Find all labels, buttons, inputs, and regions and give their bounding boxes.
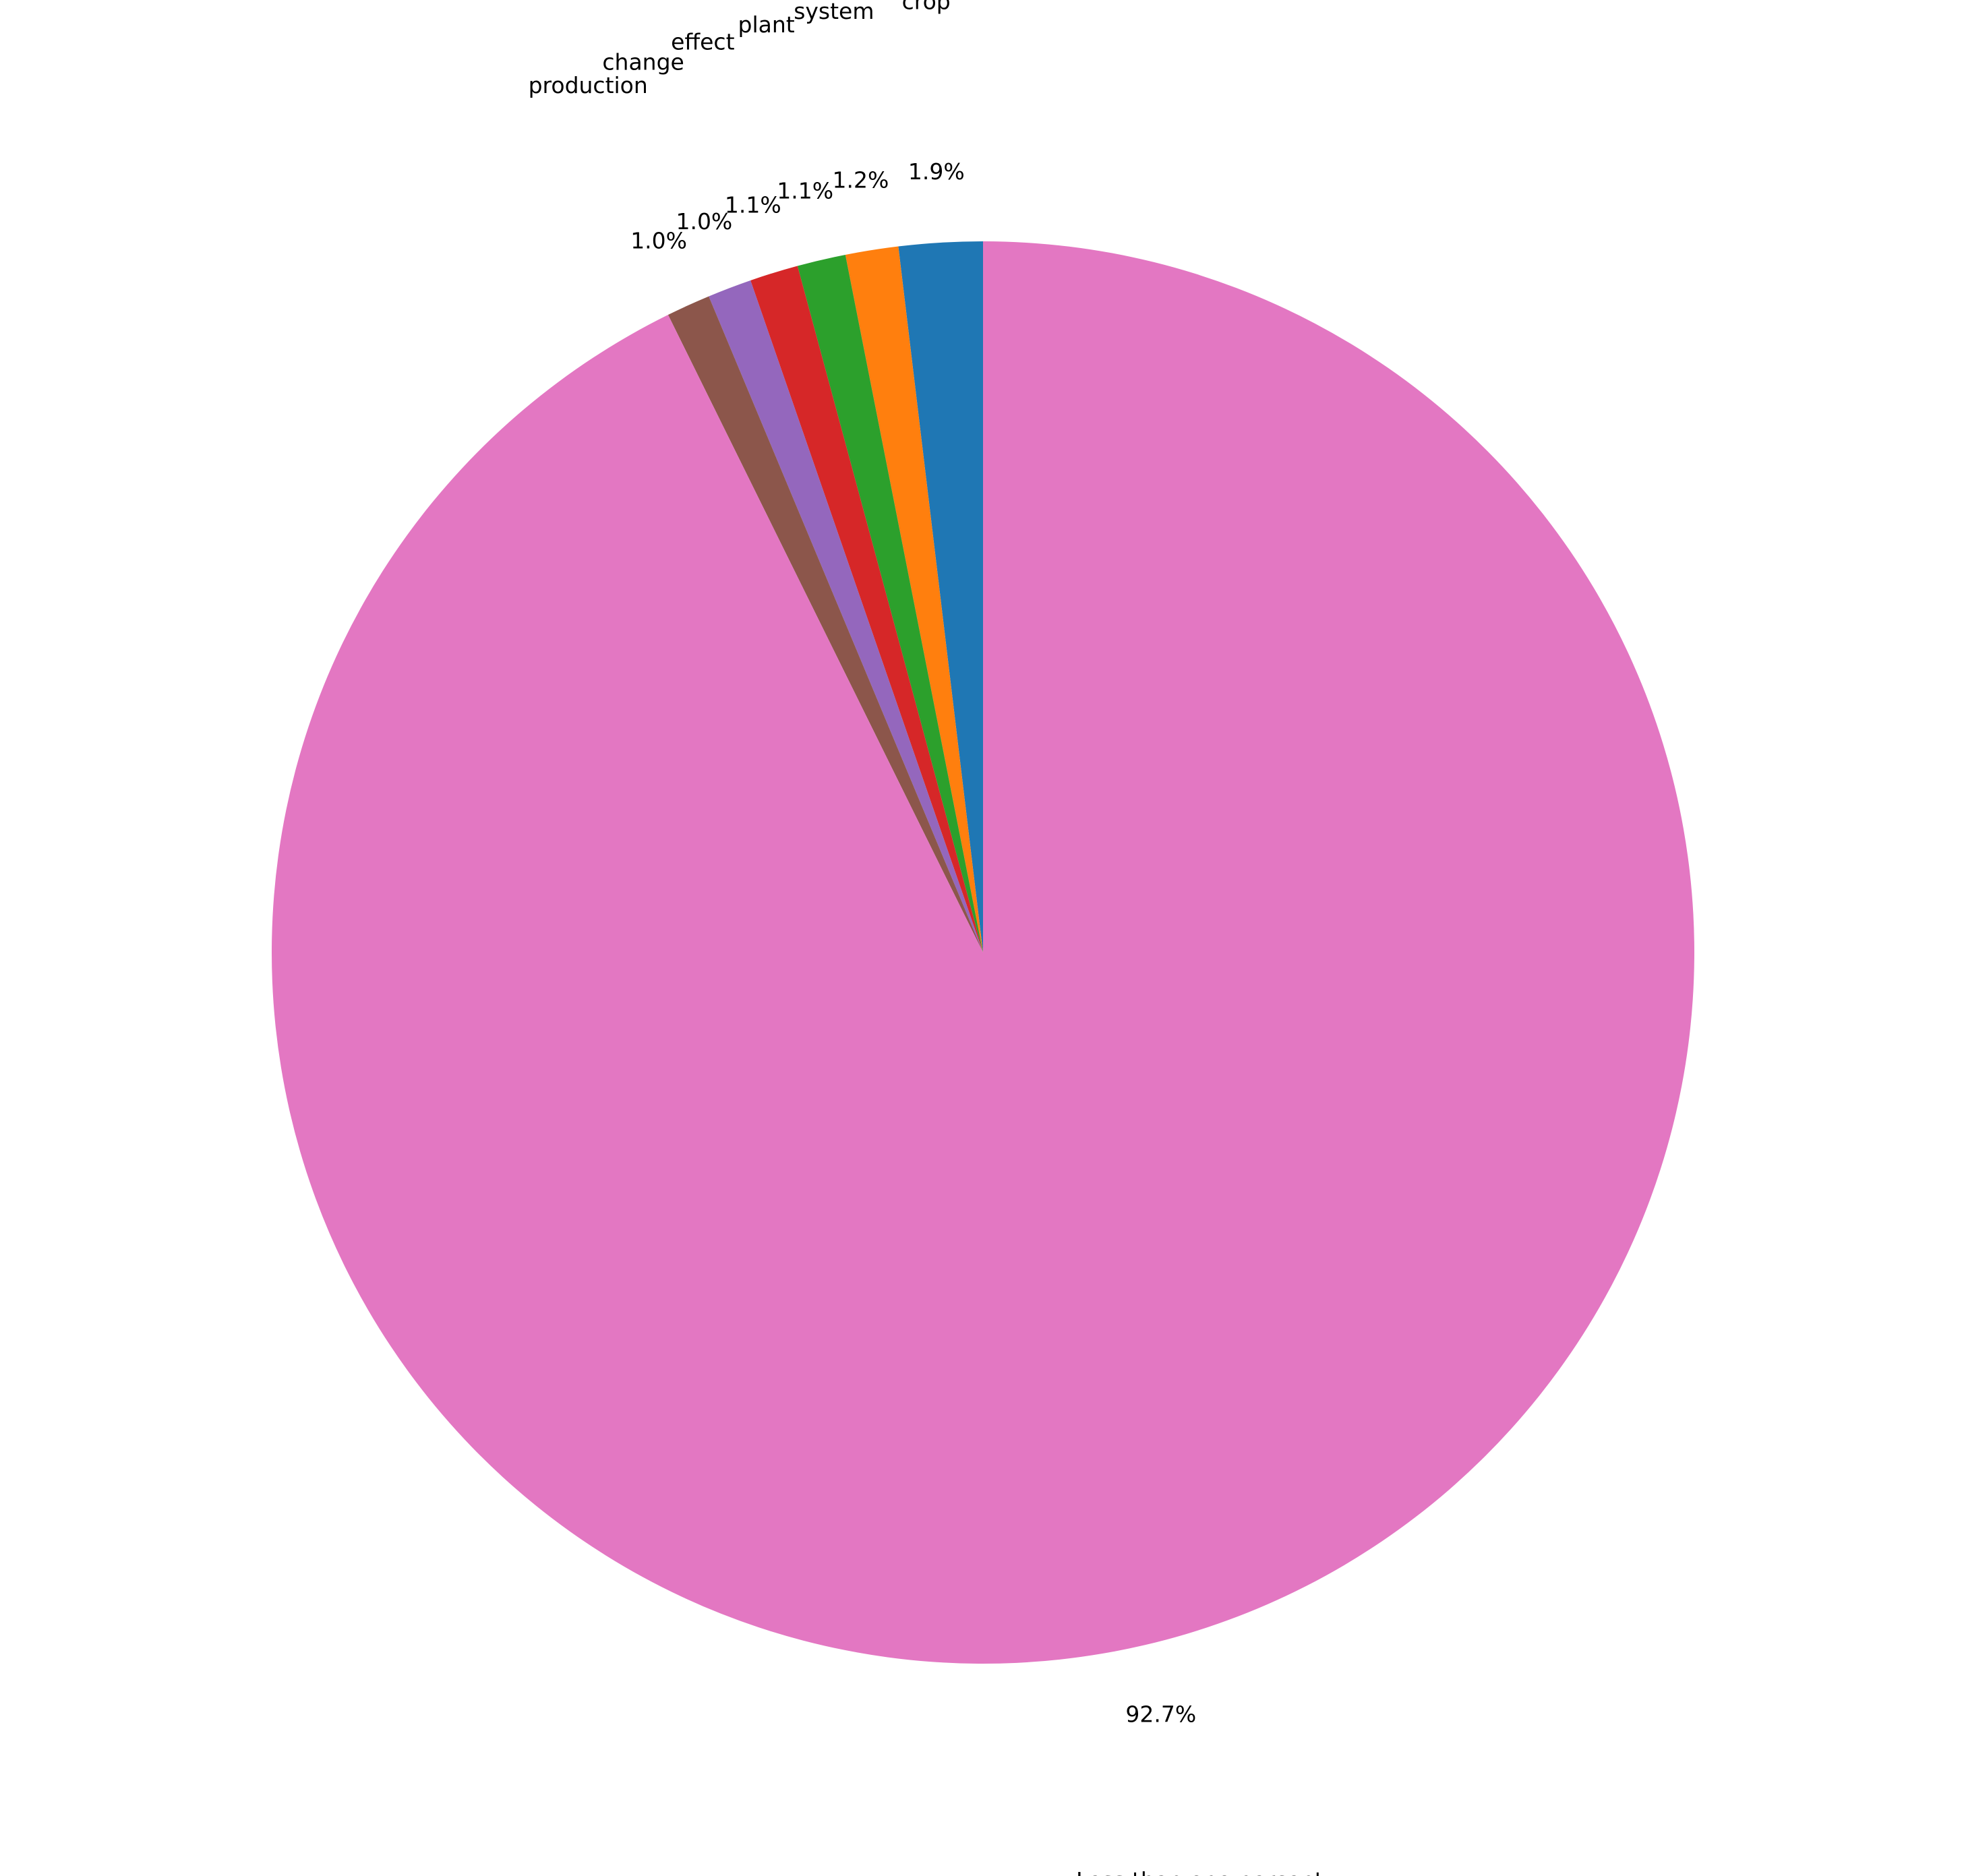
percent-label-effect: 1.1%	[725, 191, 781, 218]
category-label-crop: crop	[902, 0, 951, 14]
percent-label-less-than-one-percent: 92.7%	[1125, 1701, 1196, 1728]
slice-crop	[898, 241, 983, 952]
slice-plant	[797, 254, 983, 953]
percent-label-crop: 1.9%	[908, 158, 965, 185]
percent-label-change: 1.0%	[676, 208, 732, 235]
category-label-production: production	[529, 72, 648, 98]
percent-label-plant: 1.1%	[777, 177, 833, 204]
slice-less-than-one-percent	[271, 241, 1695, 1664]
percent-labels: 1.9%1.2%1.1%1.1%1.0%1.0%92.7%	[630, 158, 1196, 1728]
slice-system	[845, 246, 983, 953]
slice-effect	[750, 266, 983, 953]
category-label-system: system	[794, 0, 874, 24]
pie-slices	[271, 241, 1695, 1664]
slice-change	[709, 280, 983, 952]
category-label-change: change	[602, 49, 684, 75]
category-label-effect: effect	[671, 28, 734, 55]
category-label-plant: plant	[738, 11, 795, 38]
percent-label-system: 1.2%	[833, 167, 889, 193]
percent-label-production: 1.0%	[630, 227, 687, 253]
category-label-less-than-one-percent: Less than one percent	[1076, 1867, 1324, 1876]
slice-production	[667, 296, 983, 952]
